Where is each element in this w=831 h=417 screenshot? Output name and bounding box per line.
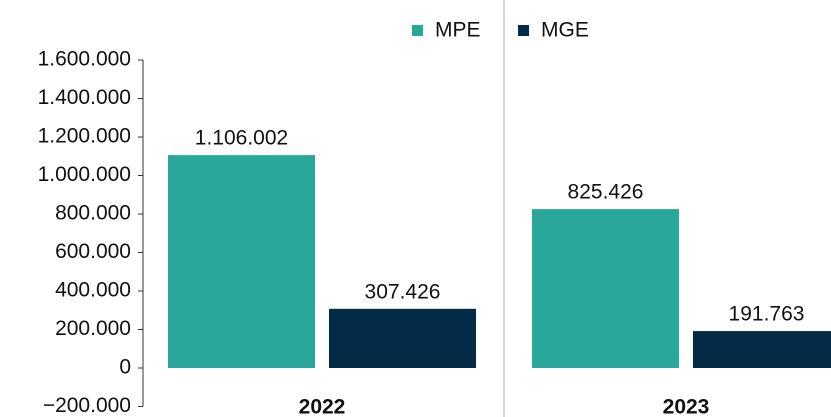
y-tick-label: 800.000: [55, 202, 131, 225]
bar: [532, 209, 679, 368]
y-tick-label: 1.200.000: [38, 125, 131, 148]
bar: [329, 308, 476, 368]
value-label: 191.763: [729, 303, 805, 326]
y-tick-label: 400.000: [55, 279, 131, 302]
bar: [168, 155, 315, 368]
value-label: 1.106.002: [195, 127, 288, 150]
y-tick-label: 1.000.000: [38, 163, 131, 186]
y-tick-label: 200.000: [55, 317, 131, 340]
y-tick-label: 1.600.000: [38, 48, 131, 71]
legend-swatch: [412, 25, 423, 36]
y-tick-label: 600.000: [55, 240, 131, 263]
y-tick-label: −200.000: [43, 394, 131, 417]
y-tick-label: 1.400.000: [38, 86, 131, 109]
legend-label: MPE: [435, 19, 481, 42]
legend-label: MGE: [541, 19, 589, 42]
value-label: 307.426: [365, 280, 441, 303]
legend-swatch: [518, 25, 529, 36]
bar: [693, 331, 831, 368]
y-tick-label: 0: [119, 356, 131, 379]
value-label: 825.426: [568, 181, 644, 204]
x-tick-label: 2023: [663, 396, 710, 417]
x-tick-label: 2022: [299, 396, 346, 417]
